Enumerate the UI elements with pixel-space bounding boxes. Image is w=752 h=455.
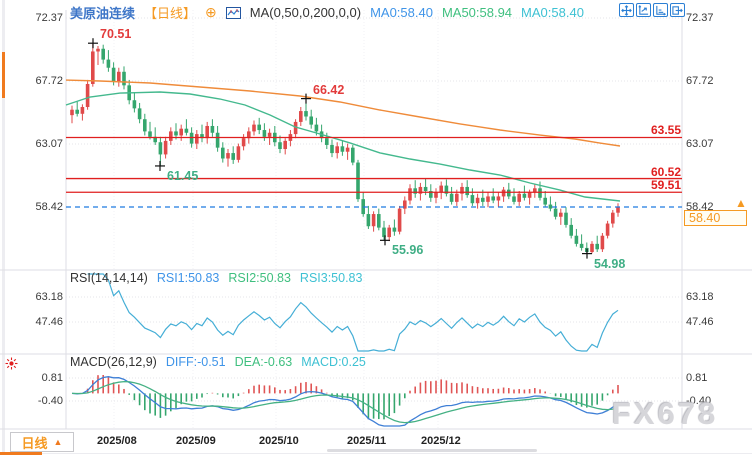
level-label: 63.55 [650, 123, 681, 138]
level-label: 59.51 [650, 178, 681, 193]
axis-label: 47.46 [35, 315, 63, 328]
macd-hist-value: MACD:0.25 [301, 355, 366, 369]
macd-dea-line [71, 380, 619, 424]
rsi1-value: RSI1:50.83 [156, 271, 220, 285]
axis-label: 58.42 [35, 200, 63, 213]
price-up-arrow-icon: ▲ [735, 196, 747, 210]
annotation-label: 55.96 [392, 243, 424, 258]
axis-label: 47.46 [686, 315, 714, 328]
horizontal-scrollbar-thumb[interactable] [327, 449, 537, 452]
instrument-name: 美原油连续 [70, 6, 136, 21]
axis-label: 63.07 [686, 137, 714, 150]
date-label: 2025/10 [259, 435, 299, 447]
date-label: 2025/08 [97, 435, 137, 447]
rsi-params-label: RSI(14,14,14) [70, 271, 148, 285]
axis-label: -0.40 [37, 394, 63, 407]
dropdown-up-icon: ▲ [53, 437, 63, 447]
date-label: 2025/12 [421, 435, 461, 447]
macd-diff-value: DIFF:-0.51 [165, 355, 226, 369]
macd-panel-header: MACD(26,12,9) DIFF:-0.51 DEA:-0.63 MACD:… [70, 355, 366, 369]
annotation-label: 61.45 [167, 168, 199, 183]
left-scrollbar-track[interactable] [2, 0, 5, 455]
axis-label: 63.18 [35, 290, 63, 303]
period-tag: 【日线】 [144, 6, 197, 21]
rsi2-value: RSI2:50.83 [228, 271, 291, 285]
period-selector-button[interactable]: 日线 ▲ [10, 432, 74, 452]
pan-right-icon[interactable] [670, 3, 685, 17]
main-chart-header: 美原油连续 【日线】 ⊕ MA(0,50,0,200,0,0) MA0:58.4… [70, 3, 584, 22]
axis-label: 0.81 [41, 371, 63, 384]
ma-params-label: MA(0,50,0,200,0,0) [249, 5, 362, 20]
macd-diff-line [71, 376, 619, 427]
candlestick-series [70, 43, 620, 254]
ma0-value-2: MA0:58.40 [521, 5, 584, 20]
axis-shift-icon[interactable] [653, 3, 668, 17]
date-label: 2025/11 [347, 435, 387, 447]
axis-label: 67.72 [686, 74, 714, 87]
crosshair-move-icon[interactable] [619, 3, 634, 17]
date-label: 2025/09 [176, 435, 216, 447]
rsi3-value: RSI3:50.83 [299, 271, 363, 285]
macd-params-label: MACD(26,12,9) [70, 355, 157, 369]
annotation-label: 54.98 [594, 256, 626, 271]
axis-label: 72.37 [686, 11, 714, 24]
axis-label: 58.42 [686, 200, 714, 213]
annotation-label: 66.42 [313, 82, 345, 97]
axis-label: 63.07 [35, 137, 63, 150]
ma50-value: MA50:58.94 [441, 5, 513, 20]
axis-label: 67.72 [35, 74, 63, 87]
axis-label: 0.81 [686, 371, 708, 384]
ma50-line [65, 91, 621, 202]
chart-toolbar [619, 3, 685, 17]
axis-scale-icon[interactable] [636, 3, 651, 17]
active-tab-underline [0, 452, 42, 455]
watermark: FX678 [612, 396, 719, 431]
level-label: 60.52 [650, 164, 681, 179]
indicator-settings-icon[interactable] [5, 357, 18, 375]
add-indicator-icon[interactable]: ⊕ [205, 4, 217, 20]
line-chart-icon[interactable] [225, 6, 241, 19]
axis-label: 63.18 [686, 290, 714, 303]
annotation-label: 70.51 [100, 27, 132, 42]
left-scrollbar-thumb[interactable] [2, 52, 5, 98]
current-price-tag: 58.40 [684, 210, 747, 226]
axis-label: -0.40 [686, 394, 712, 407]
macd-dea-value: DEA:-0.63 [234, 355, 293, 369]
ma0-value: MA0:58.40 [370, 5, 433, 20]
rsi-line [87, 273, 619, 352]
period-selector-label: 日线 [21, 435, 48, 451]
rsi-panel-header: RSI(14,14,14) RSI1:50.83 RSI2:50.83 RSI3… [70, 271, 362, 285]
axis-label: 72.37 [35, 11, 63, 24]
